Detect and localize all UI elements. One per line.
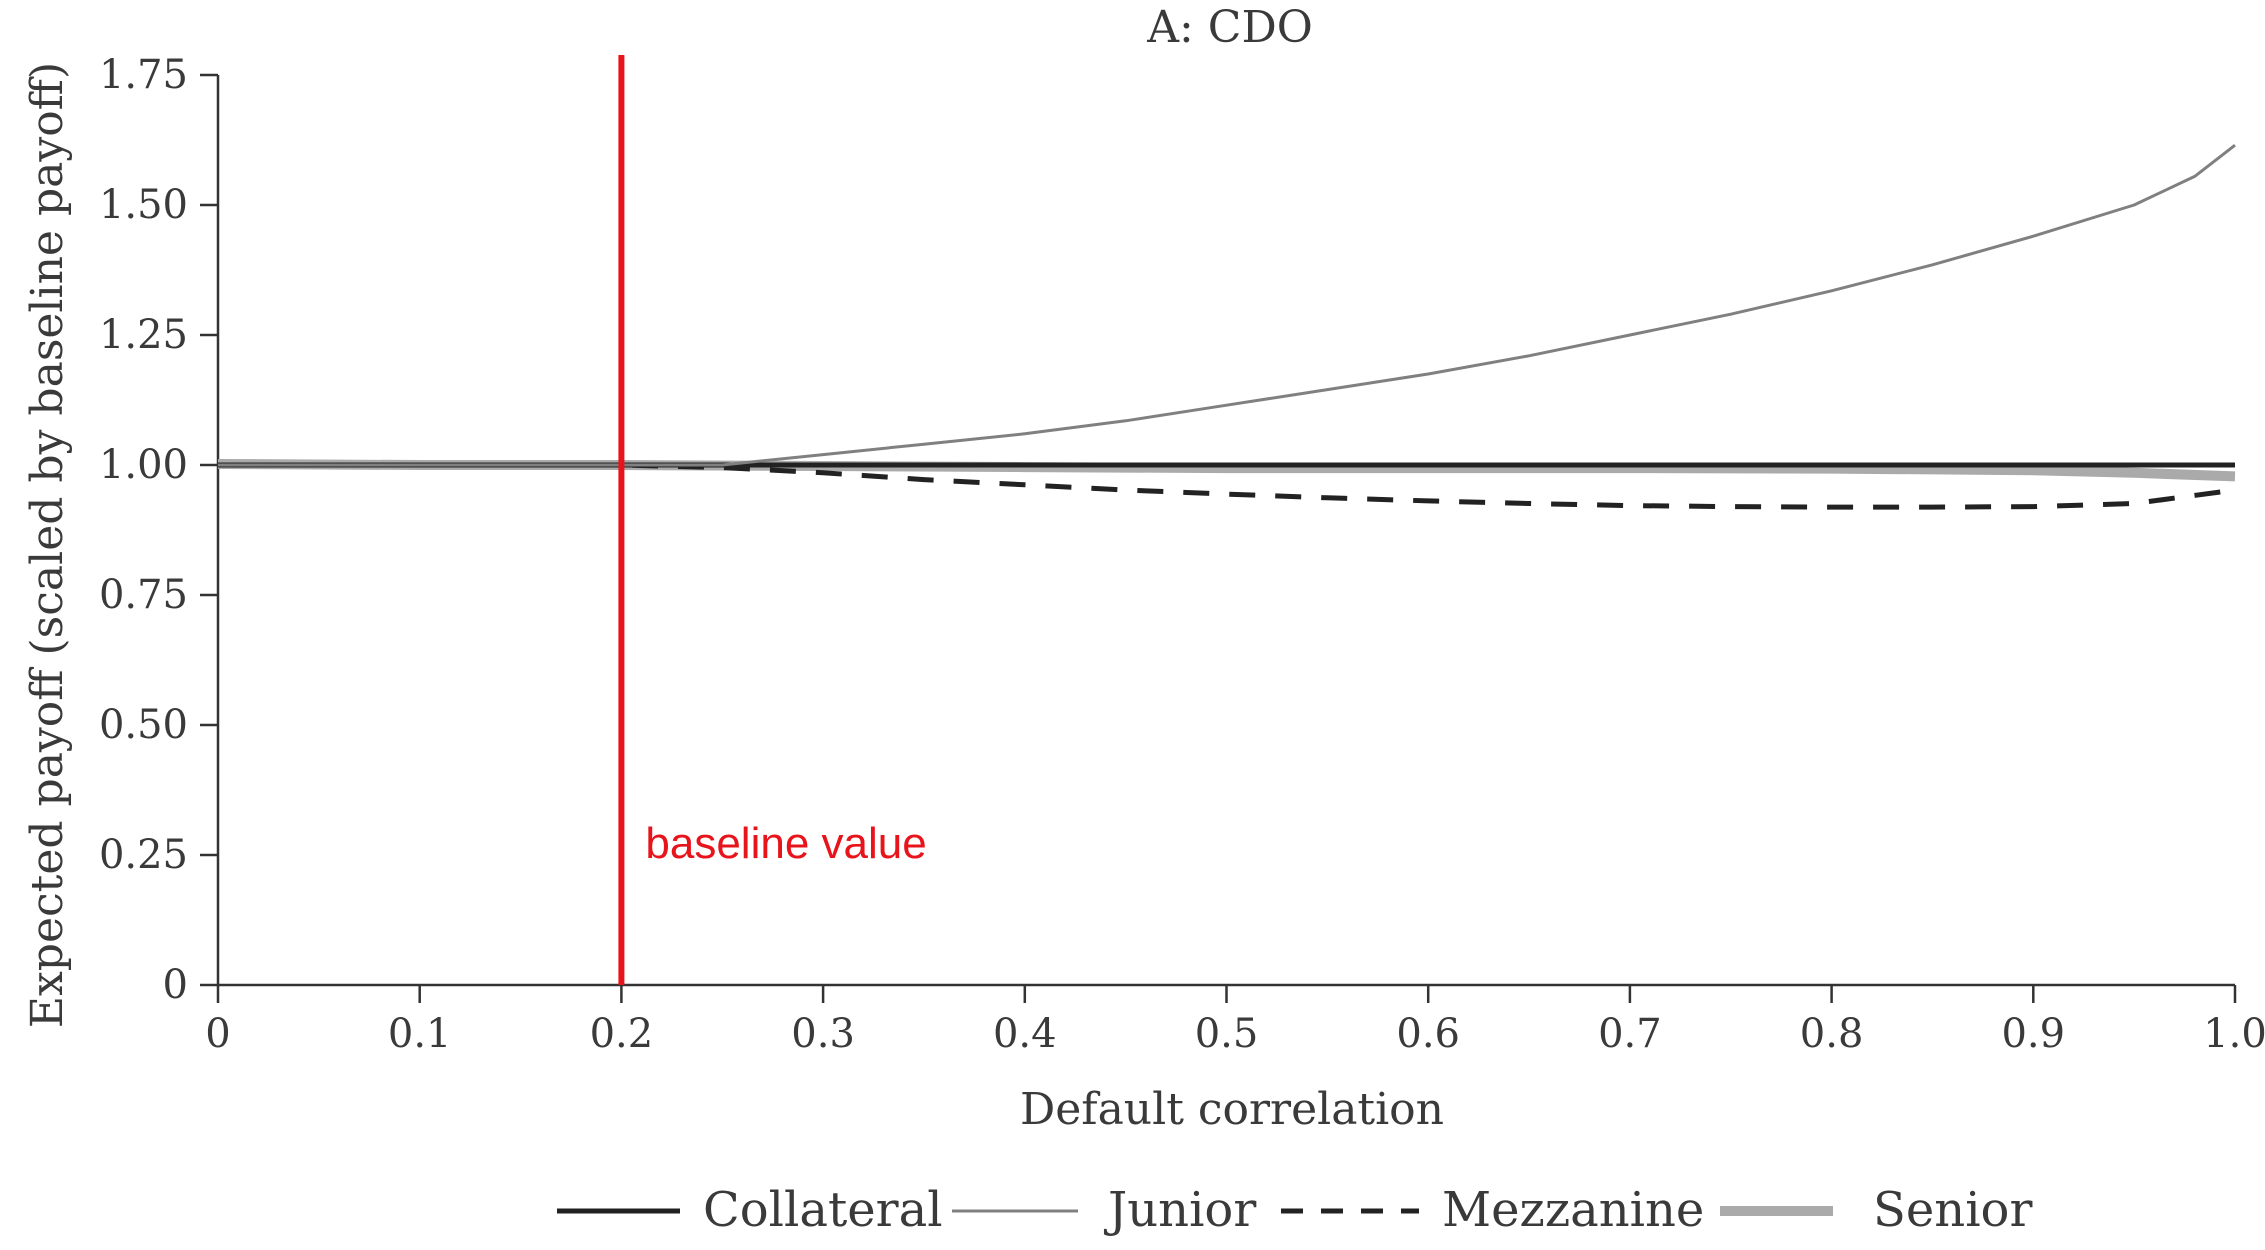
y-tick-label: 1.25: [99, 312, 188, 358]
x-tick-label: 0.4: [993, 1011, 1057, 1057]
x-tick-label: 0.2: [590, 1011, 654, 1057]
x-tick-label: 0.3: [791, 1011, 855, 1057]
legend: Collateral Junior Mezzanine Senior: [557, 1182, 2032, 1238]
x-tick-label: 0.9: [2001, 1011, 2065, 1057]
legend-label-junior: Junior: [1103, 1182, 1256, 1238]
x-tick-label: 1.0: [2203, 1011, 2265, 1057]
chart-title: A: CDO: [1146, 2, 1313, 53]
x-tick-label: 0.5: [1195, 1011, 1259, 1057]
baseline-annotation-label: baseline value: [645, 819, 926, 868]
y-axis-title: Expected payoff (scaled by baseline payo…: [22, 62, 73, 1028]
y-tick-label: 0.75: [99, 572, 188, 618]
legend-label-senior: Senior: [1873, 1182, 2032, 1238]
x-tick-label: 0.8: [1800, 1011, 1864, 1057]
legend-label-mezzanine: Mezzanine: [1442, 1182, 1704, 1238]
y-tick-label: 0.25: [99, 832, 188, 878]
x-axis-title: Default correlation: [1020, 1084, 1444, 1135]
y-tick-label: 0.50: [99, 702, 188, 748]
series-line-mezzanine: [218, 462, 2236, 510]
x-tick-label: 0: [205, 1011, 230, 1057]
x-tick-label: 0.1: [388, 1011, 452, 1057]
y-tick-label: 0: [163, 962, 188, 1008]
legend-label-collateral: Collateral: [703, 1182, 943, 1238]
x-tick-label: 0.7: [1598, 1011, 1662, 1057]
y-tick-label: 1.75: [99, 52, 188, 98]
x-tick-label: 0.6: [1396, 1011, 1460, 1057]
y-tick-label: 1.00: [99, 442, 188, 488]
y-tick-label: 1.50: [99, 182, 188, 228]
series-line-junior: [218, 144, 2236, 467]
plot-area: 0 0.25 0.50 0.75 1.00 1.25 1.50 1.75 0 0.1 0.2 0.3 0…: [99, 52, 2265, 1057]
